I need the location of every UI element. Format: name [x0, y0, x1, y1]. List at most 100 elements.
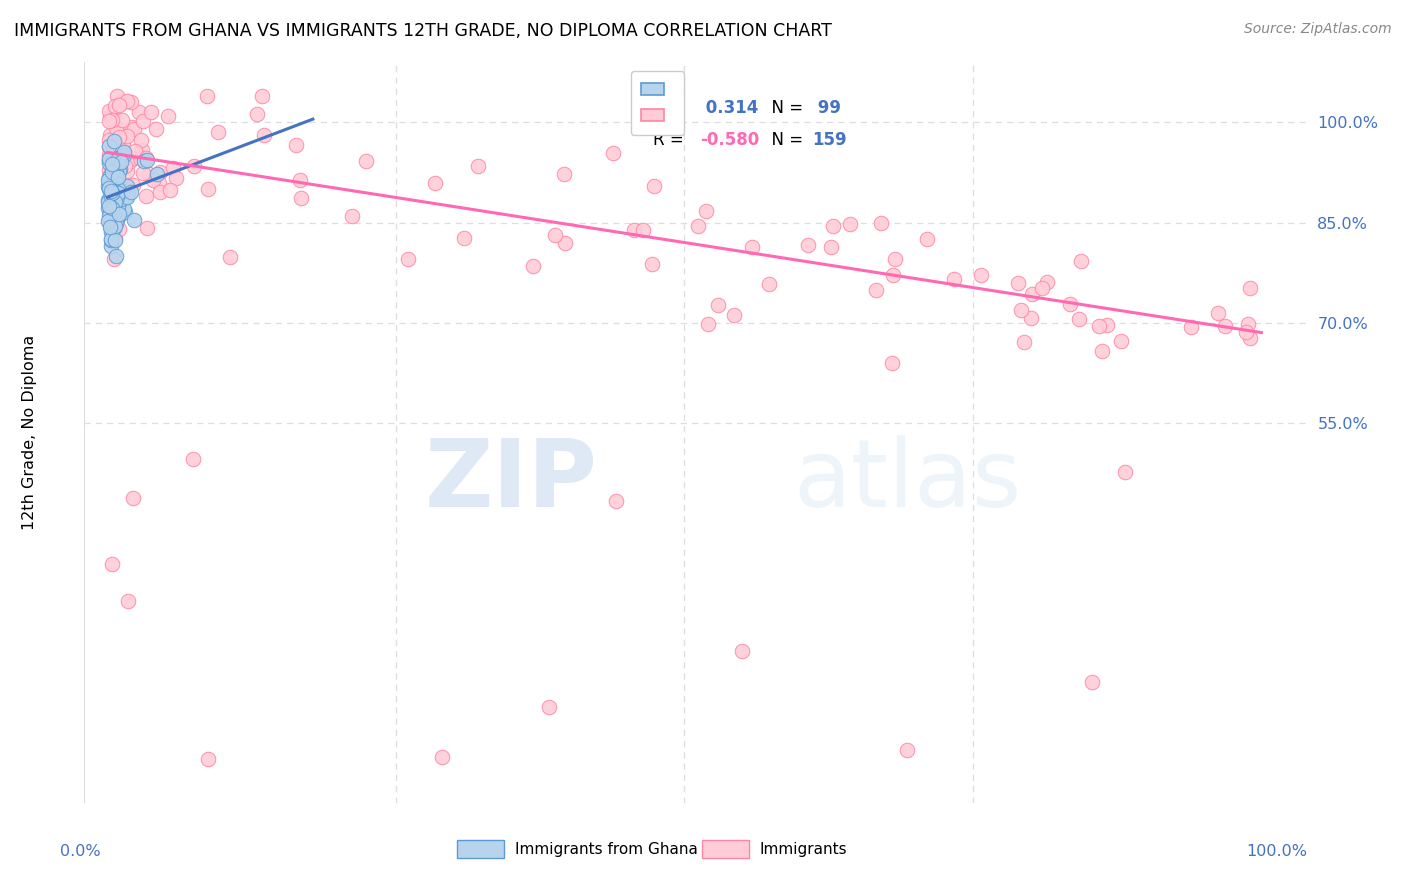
Point — [98, 173, 121, 187]
Point — [159, 183, 181, 197]
Point — [197, 182, 219, 196]
Text: R =: R = — [654, 99, 689, 118]
Point — [105, 150, 128, 164]
Point — [111, 95, 134, 109]
Point — [108, 164, 131, 178]
Point — [112, 160, 135, 174]
Point — [731, 644, 754, 658]
Point — [131, 143, 153, 157]
Point — [105, 213, 128, 227]
Point — [101, 178, 124, 193]
Point — [115, 190, 138, 204]
Point — [100, 232, 122, 246]
Point — [432, 750, 454, 764]
Point — [758, 277, 780, 291]
Point — [107, 126, 129, 140]
Point — [1021, 286, 1043, 301]
Point — [1036, 275, 1059, 289]
Point — [101, 201, 124, 215]
Point — [104, 233, 127, 247]
Text: 99: 99 — [813, 99, 841, 118]
Point — [340, 209, 363, 223]
Point — [97, 179, 120, 194]
Point — [117, 186, 139, 201]
Point — [110, 96, 132, 111]
Point — [104, 194, 127, 209]
Point — [103, 252, 125, 266]
Point — [103, 191, 125, 205]
Point — [98, 209, 121, 223]
Point — [110, 202, 132, 217]
Text: atlas: atlas — [794, 434, 1022, 527]
Point — [129, 133, 152, 147]
Point — [101, 207, 124, 221]
Point — [1070, 254, 1092, 268]
Point — [1180, 320, 1202, 334]
Point — [149, 165, 172, 179]
Point — [129, 151, 152, 165]
Point — [124, 121, 146, 136]
Point — [1091, 343, 1114, 358]
Point — [633, 223, 655, 237]
Point — [97, 154, 120, 169]
Point — [149, 186, 172, 200]
Point — [98, 169, 121, 183]
Point — [112, 135, 135, 149]
Point — [121, 491, 143, 506]
Point — [103, 161, 125, 176]
Point — [138, 167, 160, 181]
Point — [101, 191, 124, 205]
Point — [100, 225, 122, 239]
Point — [104, 249, 127, 263]
Point — [101, 212, 124, 227]
Point — [467, 159, 489, 173]
Point — [100, 113, 122, 128]
Point — [132, 166, 155, 180]
Point — [1031, 281, 1053, 295]
Point — [554, 236, 576, 251]
Point — [100, 153, 122, 168]
Point — [107, 182, 129, 196]
Point — [207, 125, 229, 139]
Point — [354, 153, 377, 168]
Point — [1095, 318, 1118, 333]
Point — [741, 240, 763, 254]
Point — [101, 194, 124, 208]
Point — [107, 182, 129, 196]
Point — [107, 152, 129, 166]
Point — [707, 298, 730, 312]
Point — [253, 128, 276, 143]
Point — [100, 187, 122, 202]
Point — [98, 180, 121, 194]
Point — [100, 185, 122, 199]
Point — [880, 356, 903, 370]
Point — [100, 221, 122, 235]
Bar — [457, 840, 503, 858]
Point — [396, 252, 419, 266]
Point — [1109, 334, 1132, 348]
Point — [100, 189, 122, 203]
Point — [107, 130, 129, 145]
Point — [104, 131, 127, 145]
Point — [1007, 276, 1029, 290]
Point — [122, 151, 145, 165]
Point — [135, 153, 157, 168]
Point — [896, 742, 918, 756]
Point — [1012, 334, 1035, 349]
Point — [120, 186, 142, 200]
Point — [100, 191, 122, 205]
Point — [108, 207, 131, 221]
Point — [1213, 318, 1236, 333]
Point — [250, 88, 273, 103]
Point — [97, 182, 120, 196]
Point — [97, 114, 120, 128]
Point — [98, 220, 121, 235]
Point — [98, 109, 121, 123]
Point — [103, 232, 125, 246]
Point — [1239, 331, 1261, 345]
Point — [114, 147, 136, 161]
Point — [104, 179, 127, 194]
Text: 12th Grade, No Diploma: 12th Grade, No Diploma — [22, 335, 37, 530]
Point — [522, 259, 544, 273]
Point — [136, 221, 159, 235]
